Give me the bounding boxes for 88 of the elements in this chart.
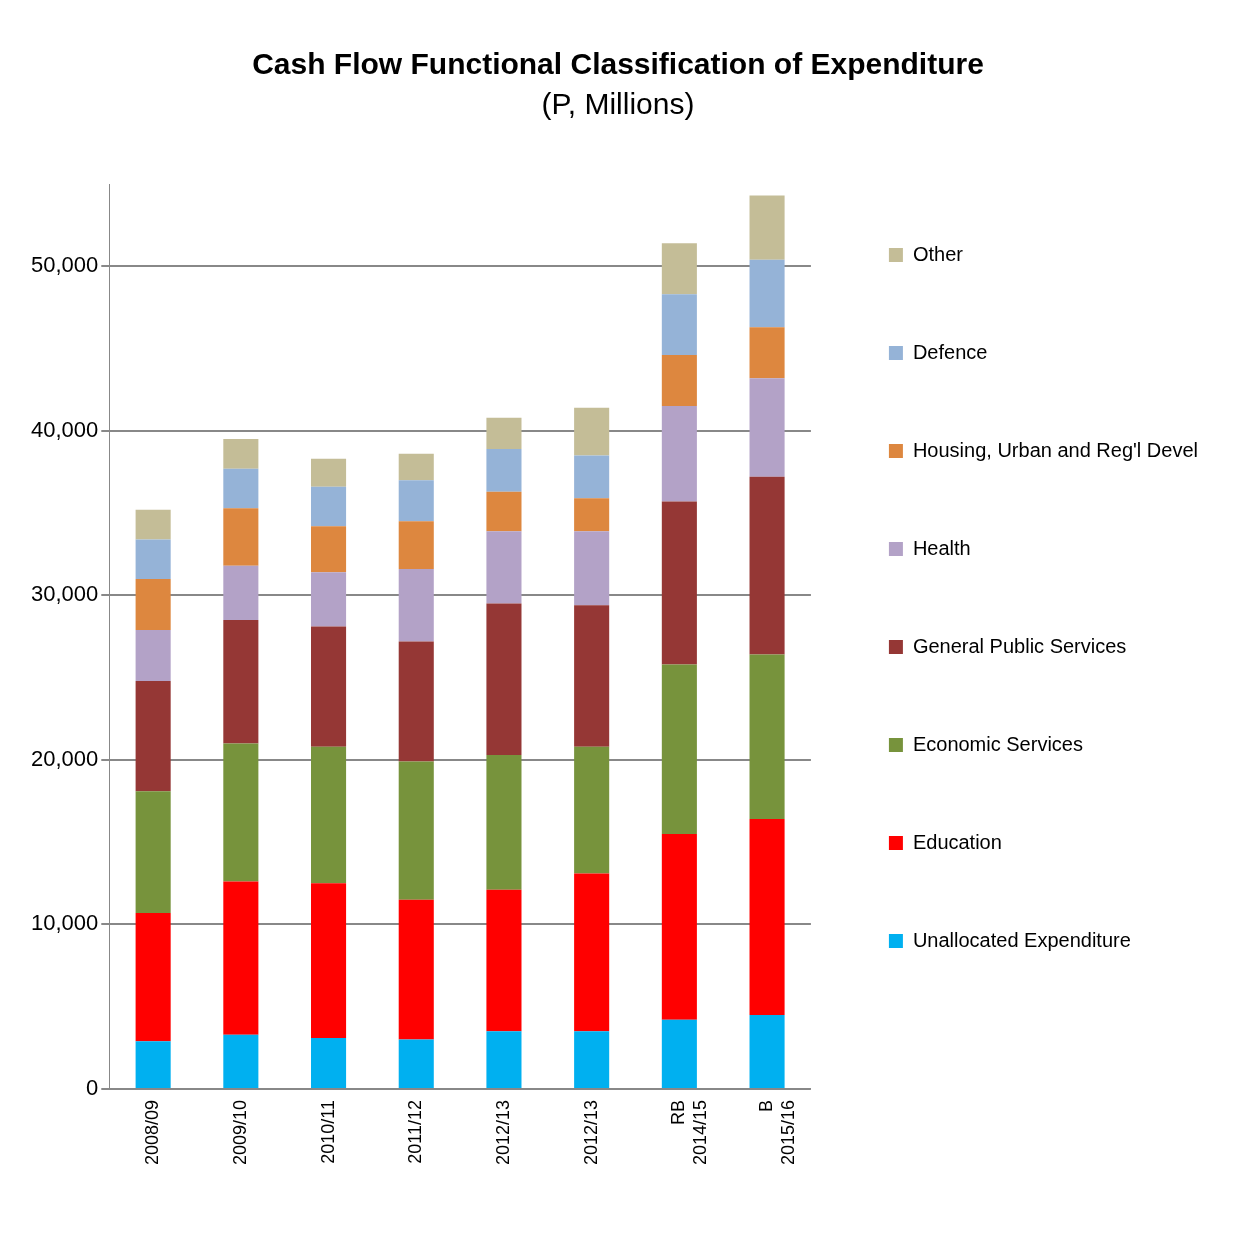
bar	[223, 1034, 259, 1088]
bar	[486, 417, 522, 449]
y-tick-label: 30,000	[30, 581, 99, 607]
bar	[223, 565, 259, 621]
bar	[749, 476, 785, 655]
bar	[749, 1014, 785, 1088]
bar	[661, 1019, 697, 1088]
x-tick-label: B 2015/16	[756, 1099, 798, 1166]
bar	[223, 743, 259, 882]
bar	[398, 480, 434, 522]
bar	[574, 873, 610, 1032]
bar	[574, 455, 610, 499]
bar	[574, 407, 610, 456]
bar	[311, 458, 347, 487]
y-tick-label: 0	[86, 1075, 99, 1100]
y-tick-label: 40,000	[30, 416, 99, 442]
bar	[311, 746, 347, 884]
bar	[311, 572, 347, 627]
bar	[223, 620, 259, 744]
bar	[398, 569, 434, 642]
bar	[311, 883, 347, 1038]
bar	[223, 881, 259, 1035]
bar	[135, 578, 171, 630]
bar	[486, 754, 522, 890]
bar	[749, 819, 785, 1015]
bar	[574, 746, 610, 874]
chart-title: Cash Flow Functional Classification of Expenditure	[252, 47, 984, 81]
bar	[574, 605, 610, 747]
legend-label: Defence	[912, 340, 988, 363]
bar	[486, 491, 522, 532]
bar	[311, 526, 347, 573]
bar	[135, 1041, 171, 1088]
legend-label: Health	[912, 536, 971, 559]
bar	[398, 453, 434, 481]
bar	[486, 889, 522, 1032]
bar	[223, 439, 259, 469]
legend-label: Housing, Urban and Reg'l Devel	[912, 438, 1199, 461]
bar	[398, 641, 434, 762]
y-tick-label: 10,000	[30, 910, 99, 936]
bar	[661, 294, 697, 356]
bar	[135, 680, 171, 792]
chart-subtitle: (P, Millions)	[541, 87, 695, 121]
bar	[661, 664, 697, 834]
bar	[223, 468, 259, 509]
bar	[661, 355, 697, 407]
x-tick-label: 2011/12	[405, 1099, 426, 1164]
bar	[311, 1037, 347, 1088]
legend-label: Other	[912, 242, 964, 265]
legend-label: Economic Services	[912, 732, 1083, 755]
bar	[749, 654, 785, 820]
bar	[135, 912, 171, 1042]
x-tick-label: RB 2014/15	[668, 1099, 710, 1166]
x-tick-label: 2009/10	[229, 1099, 250, 1166]
bar	[661, 833, 697, 1020]
bar	[486, 448, 522, 492]
bar	[135, 791, 171, 913]
legend-label: General Public Services	[912, 634, 1127, 657]
legend-label: Unallocated Expenditure	[912, 928, 1131, 951]
bar	[135, 509, 171, 540]
x-tick-label: 2012/13	[492, 1099, 513, 1166]
bar	[398, 1039, 434, 1088]
bar	[311, 486, 347, 527]
bar	[398, 899, 434, 1040]
y-tick-label: 50,000	[30, 252, 99, 278]
y-tick-label: 20,000	[30, 745, 99, 771]
bar	[749, 378, 785, 477]
bar	[486, 603, 522, 755]
bar	[486, 1031, 522, 1088]
legend-label: Education	[912, 830, 1002, 853]
bar	[135, 539, 171, 579]
bar	[574, 1031, 610, 1088]
x-tick-label: 2010/11	[317, 1099, 338, 1164]
bar	[661, 243, 697, 295]
bar	[661, 501, 697, 665]
bar	[398, 761, 434, 900]
bar	[661, 406, 697, 502]
bar	[398, 521, 434, 570]
bar	[574, 531, 610, 606]
bar	[749, 195, 785, 260]
bar	[749, 327, 785, 379]
bar	[486, 531, 522, 604]
bar	[223, 508, 259, 566]
x-tick-label: 2012/13	[580, 1099, 601, 1166]
x-tick-label: 2008/09	[142, 1099, 163, 1166]
bar	[574, 498, 610, 532]
bar	[311, 626, 347, 747]
bar	[135, 629, 171, 681]
bar	[749, 259, 785, 328]
